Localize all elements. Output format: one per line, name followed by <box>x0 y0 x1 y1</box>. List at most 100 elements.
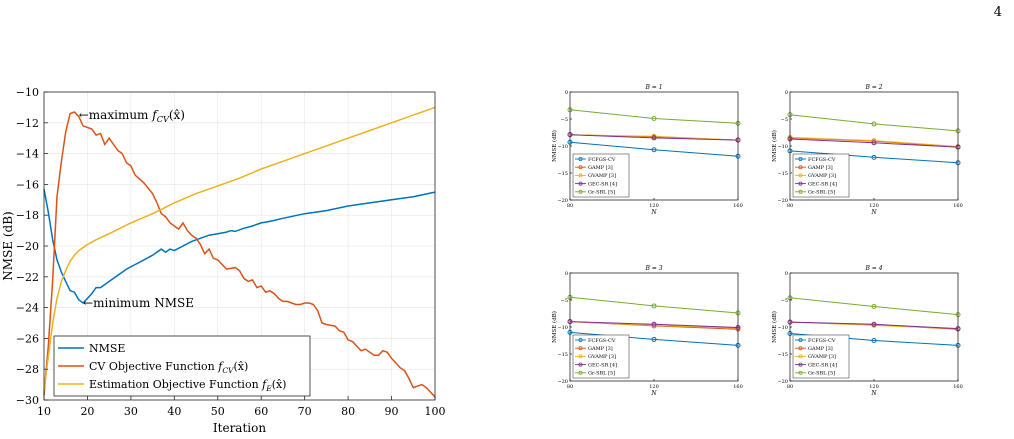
legend-marker-4 <box>578 370 583 375</box>
legend-label-3: GEC-SR [4] <box>588 362 617 368</box>
panel-b1-chart: B = 1 80 120 160 0 −5 −10 −15 −20 N NMSE (dB) FCFGS… <box>551 84 743 216</box>
y-tick-label: −20 <box>777 198 788 204</box>
legend-label-0: FCFGS-CV <box>588 338 616 344</box>
legend-label-0: FCFGS-CV <box>588 157 616 163</box>
x-tick-label: 90 <box>385 405 399 418</box>
x-tick-label: 70 <box>298 405 312 418</box>
legend-marker-0 <box>798 338 803 343</box>
y-tick-label: −26 <box>16 332 39 345</box>
annotation-0: ←maximum fCV(x̂) <box>79 108 185 124</box>
legend-marker-0 <box>578 338 583 343</box>
series-line-gr-sbl <box>789 297 959 316</box>
y-tick-label: −18 <box>16 209 39 222</box>
y-tick-label: −15 <box>777 352 788 358</box>
panel-title: B = 2 <box>864 84 882 91</box>
legend-marker-0 <box>578 157 583 162</box>
annotation-1: ←minimum NMSE <box>83 296 194 310</box>
y-tick-label: −14 <box>16 148 39 161</box>
data-point <box>871 303 877 309</box>
y-tick-label: 0 <box>565 271 568 277</box>
x-axis-label: N <box>870 209 877 216</box>
x-tick-label: 100 <box>425 405 446 418</box>
data-point <box>651 147 657 153</box>
x-tick-label: 50 <box>211 405 225 418</box>
legend-label-2: GVAMP [3] <box>588 354 616 360</box>
legend-marker-4 <box>798 370 803 375</box>
data-point <box>651 336 657 342</box>
y-tick-label: −5 <box>561 117 568 123</box>
data-point <box>651 115 657 121</box>
y-tick-label: −10 <box>777 325 788 331</box>
data-point <box>651 303 657 309</box>
page-number: 4 <box>993 5 1002 20</box>
series-line-gec-sr <box>569 134 739 141</box>
legend-label-4: Gr-SBL [5] <box>808 371 835 377</box>
x-tick-label: 160 <box>733 203 743 209</box>
y-tick-label: −15 <box>557 352 568 358</box>
legend-label-1: GAMP [3] <box>588 165 613 171</box>
series-line-fcfgs-cv <box>789 150 959 164</box>
legend-label-4: Gr-SBL [5] <box>588 190 615 196</box>
y-tick-label: −20 <box>557 198 568 204</box>
legend-label-2: GVAMP [3] <box>808 173 836 179</box>
legend-label-3: GEC-SR [4] <box>588 181 617 187</box>
panel-title: B = 4 <box>864 265 882 272</box>
x-tick-label: 120 <box>649 203 659 209</box>
legend-label-4: Gr-SBL [5] <box>588 371 615 377</box>
y-tick-label: −12 <box>16 117 39 130</box>
y-axis-label: NMSE (dB) <box>1 211 15 280</box>
legend-label-0: NMSE <box>89 342 125 355</box>
legend-label-0: FCFGS-CV <box>808 338 836 344</box>
legend-marker-3 <box>798 362 803 367</box>
panel-title: B = 3 <box>644 265 662 272</box>
legend-box <box>53 335 311 397</box>
x-tick-label: 60 <box>254 405 268 418</box>
series-line-2 <box>43 106 436 391</box>
legend-marker-2 <box>578 354 583 359</box>
legend-marker-3 <box>578 181 583 186</box>
y-tick-label: −5 <box>781 298 788 304</box>
y-tick-label: −15 <box>557 171 568 177</box>
y-tick-label: −5 <box>781 117 788 123</box>
nmse-vs-iteration-chart: 10 20 30 40 50 60 70 80 90 100 −10 −12 −14 −16 −18 −20 −… <box>1 86 446 435</box>
x-tick-label: 120 <box>649 384 659 390</box>
y-tick-label: 0 <box>785 90 788 96</box>
x-axis-label: N <box>650 209 657 216</box>
data-point <box>651 135 657 141</box>
y-tick-label: 0 <box>785 271 788 277</box>
legend-label-3: GEC-SR [4] <box>808 181 837 187</box>
x-tick-label: 10 <box>37 405 51 418</box>
y-tick-label: −10 <box>777 144 788 150</box>
legend-marker-1 <box>798 346 803 351</box>
panel-title: B = 1 <box>644 84 662 91</box>
legend-label-1: CV Objective Function fCV(x̂) <box>89 360 248 375</box>
x-tick-label: 40 <box>167 405 181 418</box>
legend-label-2: GVAMP [3] <box>808 354 836 360</box>
panel-b3-chart: B = 3 80 120 160 0 −5 −10 −15 −20 N NMSE (dB) FCFGS… <box>551 265 743 397</box>
legend-marker-4 <box>798 189 803 194</box>
y-tick-label: −20 <box>16 240 39 253</box>
legend-marker-1 <box>578 165 583 170</box>
panel-b2-chart: B = 2 80 120 160 0 −5 −10 −15 −20 N NMSE (dB) FCFGS… <box>771 84 963 216</box>
y-axis-label: NMSE (dB) <box>771 311 778 343</box>
y-tick-label: −10 <box>16 86 39 99</box>
series-line-gec-sr <box>789 138 959 148</box>
panel-b4-chart: B = 4 80 120 160 0 −5 −10 −15 −20 N NMSE (dB) FCFGS… <box>771 265 963 397</box>
series-line-gr-sbl <box>789 114 959 132</box>
legend-label-1: GAMP [3] <box>808 165 833 171</box>
y-tick-label: −20 <box>777 379 788 385</box>
data-point <box>871 154 877 160</box>
legend-label-2: Estimation Objective Function fE(x̂) <box>89 378 286 393</box>
x-tick-label: 80 <box>787 384 793 390</box>
y-axis-label: NMSE (dB) <box>551 311 558 343</box>
series-line-gec-sr <box>789 321 959 330</box>
x-tick-label: 160 <box>953 384 963 390</box>
x-axis-label: N <box>870 390 877 397</box>
x-tick-label: 160 <box>733 384 743 390</box>
legend-label-4: Gr-SBL [5] <box>808 190 835 196</box>
y-tick-label: −20 <box>557 379 568 385</box>
series-line-gr-sbl <box>569 296 739 314</box>
y-tick-label: −10 <box>557 144 568 150</box>
series-line-fcfgs-cv <box>569 141 739 157</box>
y-tick-label: −5 <box>561 298 568 304</box>
